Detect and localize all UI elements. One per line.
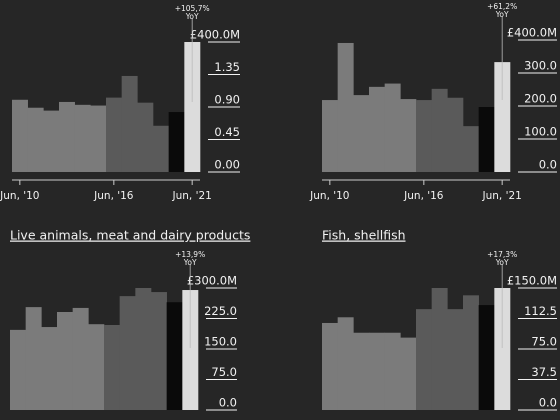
y-tick-label: 300.0: [524, 59, 557, 73]
x-tick-label: Jun, '21: [481, 190, 521, 202]
bar: [384, 83, 401, 172]
bar: [27, 107, 44, 172]
bar: [106, 97, 122, 172]
y-tick-label: £150.0M: [507, 274, 557, 288]
bar: [494, 62, 511, 172]
y-tick-label: 37.5: [531, 365, 557, 379]
yoy-annotation: YoY: [185, 12, 199, 21]
bar: [135, 288, 152, 410]
y-tick-label: 0.90: [214, 93, 240, 107]
bar: [25, 307, 42, 410]
bar: [121, 75, 138, 172]
yoy-annotation: YoY: [183, 258, 197, 267]
y-tick-label: 75.0: [531, 335, 557, 349]
y-tick-label: 112.5: [524, 304, 557, 318]
y-tick-label: 0.0: [539, 158, 557, 172]
yoy-annotation: +61,2%: [487, 2, 517, 11]
bar: [322, 100, 338, 172]
bar: [184, 42, 201, 172]
x-tick-label: Jun, '16: [93, 190, 134, 202]
panel-title: Live animals, meat and dairy products: [10, 228, 250, 243]
bar: [431, 88, 448, 172]
bar: [72, 307, 89, 410]
bar: [478, 305, 495, 410]
bar: [400, 337, 417, 410]
yoy-annotation: YoY: [495, 258, 509, 267]
bar: [369, 86, 385, 172]
bar: [447, 309, 464, 410]
panel-title: Fish, shellfish: [322, 228, 406, 243]
bar: [431, 288, 448, 410]
y-tick-label: 0.0: [539, 396, 557, 410]
x-tick-label: Jun, '10: [309, 190, 349, 202]
x-tick-label: Jun, '16: [403, 190, 444, 202]
bar: [353, 332, 370, 410]
y-tick-label: 1.35: [214, 60, 240, 74]
bar: [10, 329, 26, 410]
bar: [41, 327, 58, 410]
bar: [151, 292, 167, 410]
bar: [463, 126, 479, 172]
bar: [369, 332, 385, 410]
bar: [57, 311, 73, 410]
bar: [168, 112, 185, 172]
bar: [12, 99, 28, 172]
bar: [337, 42, 354, 172]
x-tick-label: Jun, '21: [171, 190, 211, 202]
bar: [416, 309, 432, 410]
y-tick-label: £400.0M: [507, 26, 557, 40]
bar: [88, 324, 105, 410]
y-tick-label: 0.0: [219, 396, 237, 410]
bar: [119, 296, 136, 410]
y-tick-label: 150.0: [204, 335, 237, 349]
bar: [182, 290, 199, 410]
bar: [337, 317, 354, 410]
yoy-annotation: +17,3%: [487, 250, 517, 259]
y-tick-label: £400.0M: [190, 28, 240, 42]
bar: [166, 302, 183, 410]
bar: [400, 99, 417, 172]
y-tick-label: £300.0M: [187, 274, 237, 288]
y-tick-label: 100.0: [524, 125, 557, 139]
bar: [478, 106, 495, 172]
bar: [494, 288, 511, 410]
bar: [90, 105, 107, 172]
bar: [59, 101, 75, 172]
yoy-annotation: YoY: [495, 10, 509, 19]
y-tick-label: 200.0: [524, 92, 557, 106]
bar: [322, 322, 338, 410]
bar: [43, 110, 60, 172]
y-tick-label: 0.45: [214, 125, 240, 139]
yoy-annotation: +105,7%: [175, 4, 210, 13]
bar: [416, 100, 432, 172]
yoy-annotation: +13,9%: [175, 250, 205, 259]
bar: [463, 295, 479, 410]
x-tick-label: Jun, '10: [0, 190, 40, 202]
bar: [353, 95, 370, 172]
bar: [384, 332, 401, 410]
bar: [153, 125, 169, 172]
bar: [137, 102, 154, 172]
y-tick-label: 75.0: [211, 365, 237, 379]
y-tick-label: 225.0: [204, 304, 237, 318]
bar: [104, 325, 120, 410]
bar: [74, 104, 91, 172]
bar: [447, 97, 464, 172]
y-tick-label: 0.00: [214, 158, 240, 172]
